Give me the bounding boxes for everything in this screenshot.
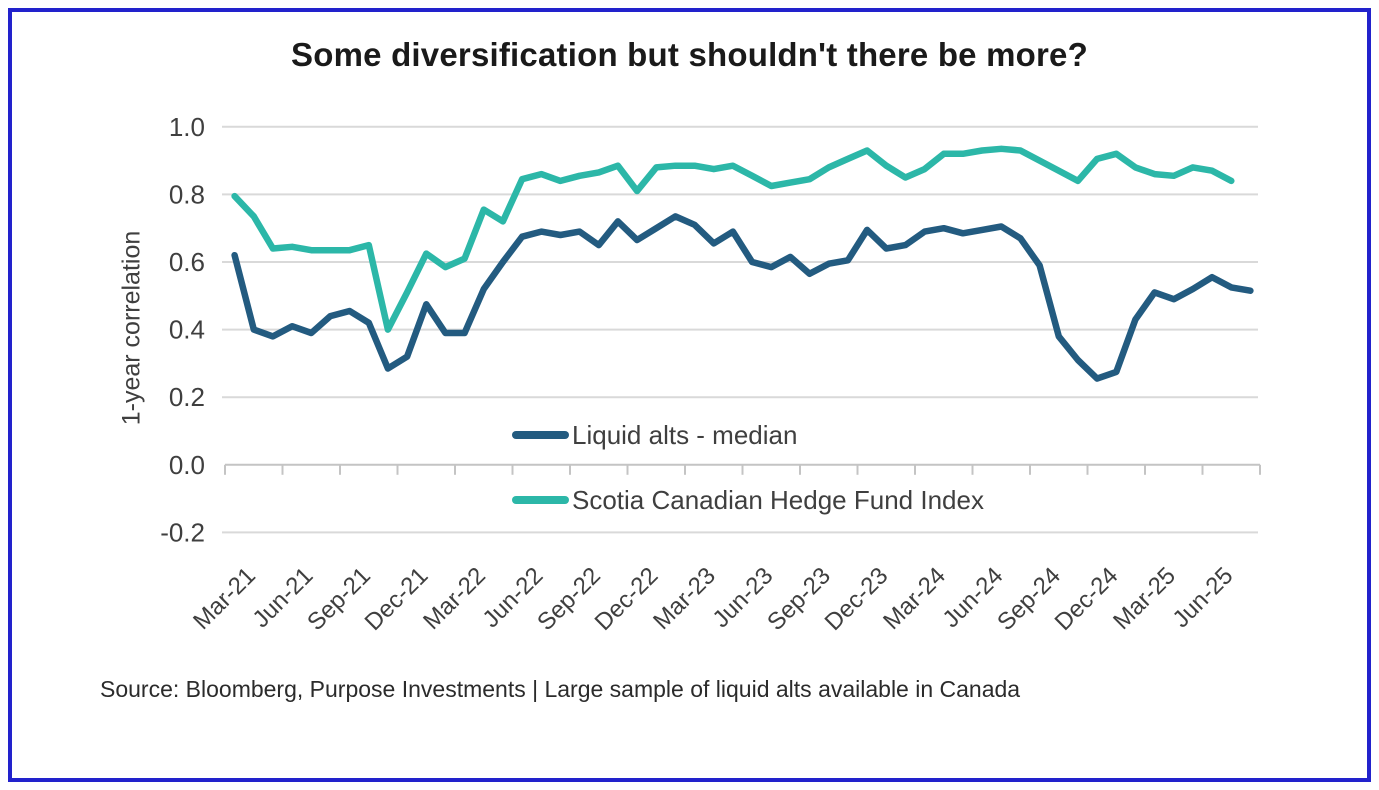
- x-tick-label: Mar-21: [188, 562, 261, 635]
- y-tick-label: 0.8: [169, 179, 205, 209]
- y-tick-label: 0.0: [169, 450, 205, 480]
- legend-swatch-hedge-fund-index: [512, 496, 569, 504]
- x-tick-label: Sep-24: [992, 562, 1066, 636]
- y-tick-label: 0.2: [169, 382, 205, 412]
- x-tick-label: Mar-22: [418, 562, 491, 635]
- source-note: Source: Bloomberg, Purpose Investments |…: [100, 676, 1021, 702]
- y-tick-label: 0.4: [169, 315, 205, 345]
- x-tick-label: Jun-25: [1168, 562, 1239, 633]
- x-tick-label: Mar-25: [1108, 562, 1181, 635]
- x-tick-label: Dec-21: [360, 562, 434, 636]
- legend-item-liquid-alts: Liquid alts - median: [512, 419, 798, 450]
- x-tick-label: Mar-24: [878, 562, 951, 635]
- x-tick-label: Dec-24: [1050, 562, 1124, 636]
- x-tick-label: Dec-23: [820, 562, 894, 636]
- y-tick-label: 0.6: [169, 247, 205, 277]
- x-tick-label: Sep-23: [762, 562, 836, 636]
- y-tick-label: -0.2: [160, 517, 205, 547]
- legend-swatch-liquid-alts: [512, 431, 569, 439]
- x-tick-label: Dec-22: [590, 562, 664, 636]
- x-tick-label: Sep-21: [302, 562, 376, 636]
- x-tick-label: Mar-23: [648, 562, 721, 635]
- legend-item-hedge-fund-index: Scotia Canadian Hedge Fund Index: [512, 484, 984, 515]
- series-line-hedge-fund-index: [231, 145, 1235, 333]
- legend-label-liquid-alts: Liquid alts - median: [572, 419, 798, 450]
- chart-title: Some diversification but shouldn't there…: [291, 36, 1088, 73]
- series-line-liquid-alts: [231, 213, 1254, 382]
- legend-label-hedge-fund-index: Scotia Canadian Hedge Fund Index: [572, 484, 984, 515]
- y-tick-label: 1.0: [169, 112, 205, 142]
- x-tick-label: Sep-22: [532, 562, 606, 636]
